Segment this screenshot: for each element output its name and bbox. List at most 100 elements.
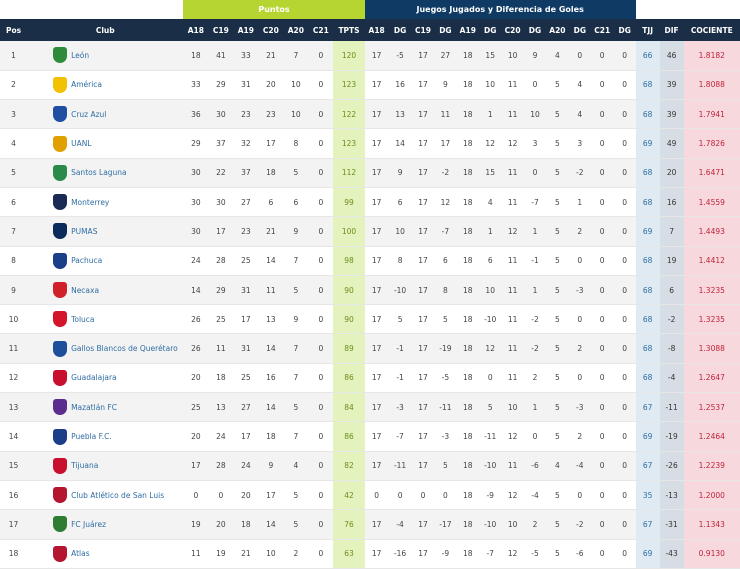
- dg-a18: 0: [388, 480, 412, 511]
- club-link[interactable]: Gallos Blancos de Querétaro: [71, 344, 178, 354]
- col-c19[interactable]: C19: [208, 19, 234, 41]
- col-jj-c20[interactable]: C20: [501, 19, 525, 41]
- col-jj-c19[interactable]: C19: [411, 19, 435, 41]
- dg-a20: -3: [568, 275, 591, 306]
- club-link[interactable]: Atlas: [71, 549, 90, 559]
- col-cociente[interactable]: COCIENTE: [683, 19, 740, 41]
- total-games: 67: [635, 509, 660, 540]
- dg-a18: 5: [388, 304, 412, 335]
- pts-c20: 18: [258, 158, 284, 188]
- col-a18[interactable]: A18: [183, 19, 209, 41]
- club-link[interactable]: Guadalajara: [71, 373, 117, 383]
- jj-c19: 17: [411, 158, 435, 188]
- dg-a19: -10: [479, 509, 502, 540]
- position: 12: [0, 363, 28, 394]
- jj-c21: 0: [590, 99, 614, 130]
- club-link[interactable]: FC Juárez: [71, 519, 107, 529]
- pts-c19: 24: [208, 421, 234, 452]
- dg-a20: 0: [568, 304, 591, 335]
- total-points: 89: [333, 333, 365, 364]
- club-link[interactable]: Cruz Azul: [71, 109, 107, 119]
- pts-a20: 9: [283, 304, 309, 335]
- jj-a18: 17: [364, 363, 389, 394]
- col-pos[interactable]: Pos: [0, 19, 28, 41]
- col-c20[interactable]: C20: [258, 19, 284, 41]
- club-link[interactable]: Necaxa: [71, 285, 100, 295]
- col-dg-1[interactable]: DG: [388, 19, 412, 41]
- col-dg-4[interactable]: DG: [524, 19, 546, 41]
- col-a20[interactable]: A20: [283, 19, 309, 41]
- col-dg-2[interactable]: DG: [434, 19, 457, 41]
- total-games: 68: [635, 187, 660, 218]
- jj-c21: 0: [590, 363, 614, 394]
- col-dg-3[interactable]: DG: [479, 19, 502, 41]
- goal-difference: -26: [659, 451, 684, 481]
- club-link[interactable]: Puebla F.C.: [71, 432, 112, 441]
- pts-c19: 17: [208, 216, 234, 247]
- club-link[interactable]: Tijuana: [71, 461, 99, 471]
- dg-a20: 0: [568, 363, 591, 394]
- dg-c20: 0: [524, 70, 546, 101]
- dg-a18: 9: [388, 158, 412, 188]
- jj-a19: 18: [456, 128, 480, 159]
- club-link[interactable]: Monterrey: [71, 197, 110, 207]
- jj-c20: 11: [501, 333, 525, 364]
- col-jj-a19[interactable]: A19: [456, 19, 480, 41]
- col-club[interactable]: Club: [27, 19, 184, 41]
- cociente-value: 1.2647: [683, 363, 740, 394]
- club-link[interactable]: Mazatlán FC: [71, 402, 117, 412]
- goal-difference: -31: [659, 509, 684, 540]
- pts-c19: 28: [208, 451, 234, 481]
- col-dg-6[interactable]: DG: [613, 19, 636, 41]
- club-link[interactable]: Club Atlético de San Luis: [71, 490, 165, 500]
- pts-a19: 27: [233, 187, 259, 218]
- jj-a19: 18: [456, 304, 480, 335]
- dg-a19: -11: [479, 421, 502, 452]
- col-jj-c21[interactable]: C21: [590, 19, 614, 41]
- club-link[interactable]: América: [71, 80, 103, 90]
- pts-c21: 0: [308, 304, 334, 335]
- pts-a18: 18: [183, 41, 209, 71]
- club-link[interactable]: Toluca: [71, 314, 95, 324]
- goal-difference: -2: [659, 304, 684, 335]
- pts-a18: 36: [183, 99, 209, 130]
- pts-a18: 20: [183, 363, 209, 394]
- position: 3: [0, 99, 28, 130]
- jj-c21: 0: [590, 304, 614, 335]
- club-link[interactable]: PUMAS: [71, 226, 98, 236]
- dg-a18: 8: [388, 246, 412, 276]
- pts-c19: 28: [208, 246, 234, 276]
- table-row: 11 Gallos Blancos de Querétaro 26 11 31 14 7 0 8…: [0, 333, 740, 364]
- club-link[interactable]: León: [71, 50, 90, 60]
- col-jj-a18[interactable]: A18: [364, 19, 389, 41]
- pts-a19: 37: [233, 158, 259, 188]
- jj-c20: 12: [501, 421, 525, 452]
- jj-c19: 17: [411, 363, 435, 394]
- dg-a18: 10: [388, 216, 412, 247]
- total-points: 42: [333, 480, 365, 511]
- jj-a20: 4: [545, 41, 569, 71]
- col-dg-5[interactable]: DG: [568, 19, 591, 41]
- club-link[interactable]: Santos Laguna: [71, 168, 127, 178]
- col-c21[interactable]: C21: [308, 19, 334, 41]
- total-points: 123: [333, 128, 365, 159]
- total-games: 68: [635, 363, 660, 394]
- jj-a20: 5: [545, 216, 569, 247]
- jj-c20: 10: [501, 392, 525, 423]
- col-tjj[interactable]: TJJ: [635, 19, 660, 41]
- club-link[interactable]: Pachuca: [71, 256, 103, 266]
- position: 5: [0, 158, 28, 188]
- col-a19[interactable]: A19: [233, 19, 259, 41]
- dg-a18: -16: [388, 539, 412, 569]
- club-link[interactable]: UANL: [71, 139, 92, 149]
- jj-a20: 5: [545, 158, 569, 188]
- total-points: 112: [333, 158, 365, 188]
- col-tpts[interactable]: TPTS: [333, 19, 365, 41]
- total-games: 68: [635, 99, 660, 130]
- col-jj-a20[interactable]: A20: [545, 19, 569, 41]
- col-dif[interactable]: DIF: [659, 19, 684, 41]
- total-games: 69: [635, 128, 660, 159]
- club-crest-icon: [53, 457, 68, 474]
- dg-c19: 17: [434, 128, 457, 159]
- pts-a19: 25: [233, 246, 259, 276]
